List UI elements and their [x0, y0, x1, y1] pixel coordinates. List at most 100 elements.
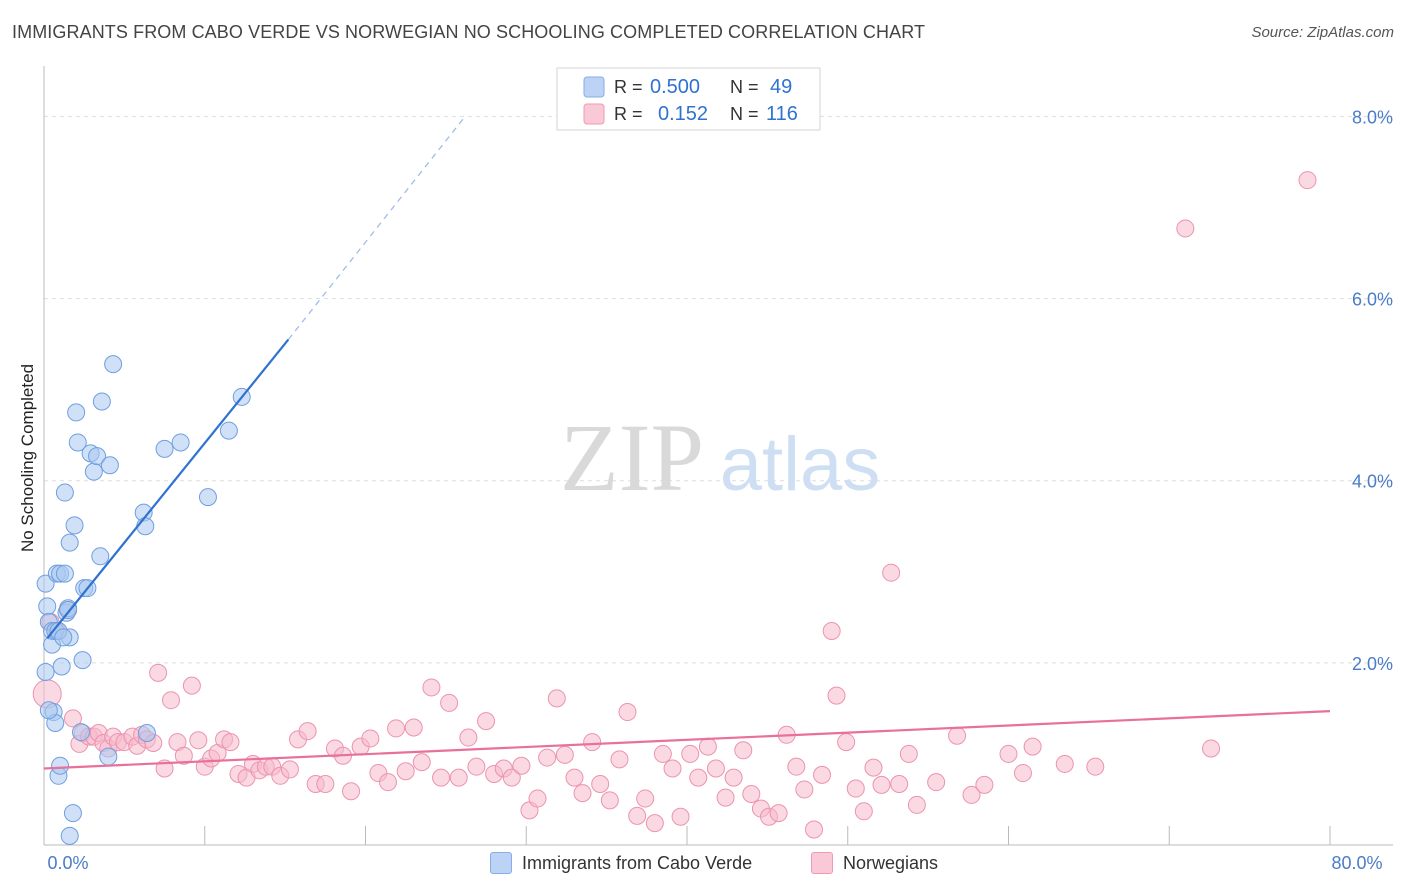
- legend-item-cabo-verde: Immigrants from Cabo Verde: [490, 852, 752, 874]
- cabo-verde-point: [92, 392, 111, 411]
- norwegian-point: [449, 768, 468, 787]
- legend-n-value-pink: 116: [766, 103, 798, 125]
- cabo-verde-point: [91, 547, 110, 566]
- norwegian-point: [600, 791, 619, 810]
- norwegian-point: [1298, 171, 1317, 190]
- norwegian-point: [663, 759, 682, 778]
- norwegian-point: [528, 789, 547, 808]
- norwegian-point: [1023, 737, 1042, 756]
- legend-swatch-blue: [583, 76, 605, 98]
- legend-r-label-blue: R =: [614, 77, 643, 97]
- norwegian-point: [63, 709, 82, 728]
- axes: [43, 66, 1393, 846]
- x-tick-label-min: 0.0%: [47, 853, 88, 873]
- norwegian-point: [795, 780, 814, 799]
- legend-swatch-norwegians: [811, 852, 833, 874]
- cabo-verde-point: [51, 756, 70, 775]
- norwegian-point: [854, 802, 873, 821]
- legend-label-norwegians: Norwegians: [843, 852, 939, 873]
- norwegian-point: [298, 722, 317, 741]
- bottom-legend: Immigrants from Cabo Verde Norwegians: [0, 850, 1406, 880]
- norwegian-point: [1202, 739, 1221, 758]
- norwegian-point: [628, 806, 647, 825]
- norwegian-point: [724, 768, 743, 787]
- norwegian-point: [618, 703, 637, 722]
- y-tick-label: 4.0%: [1352, 472, 1393, 492]
- norwegian-point: [422, 678, 441, 697]
- norwegian-point: [573, 784, 592, 803]
- cabo-verde-point: [39, 701, 58, 720]
- norwegian-point: [591, 774, 610, 793]
- norwegian-point: [742, 785, 761, 803]
- norwegian-point: [538, 748, 557, 767]
- norwegian-point: [502, 768, 521, 787]
- norwegian-point: [846, 779, 865, 798]
- norwegian-point: [837, 733, 856, 752]
- norwegian-point: [432, 768, 451, 787]
- norwegian-point: [149, 663, 168, 682]
- norwegian-point: [404, 718, 423, 737]
- norwegian-point: [555, 745, 574, 764]
- norwegian-point: [907, 795, 926, 814]
- cabo-verde-point: [104, 355, 123, 374]
- norwegian-point: [899, 744, 918, 763]
- cabo-verde-point: [38, 597, 57, 616]
- trend-lines: [43, 116, 1331, 770]
- watermark: ZIP atlas: [560, 404, 880, 511]
- norwegian-point: [1176, 219, 1195, 238]
- legend-r-value-pink: 0.152: [658, 103, 708, 125]
- norwegian-point: [671, 807, 690, 826]
- norwegian-point: [459, 728, 478, 747]
- norwegian-point: [1086, 757, 1105, 776]
- norwegian-point: [882, 563, 901, 582]
- legend-r-value-blue: 0.500: [650, 76, 700, 98]
- norwegian-point: [698, 737, 717, 756]
- norwegian-point: [512, 756, 531, 775]
- cabo-verde-point: [73, 651, 92, 670]
- norwegian-point: [734, 741, 753, 760]
- norwegian-point: [174, 746, 193, 765]
- cabo-verde-point: [71, 723, 90, 742]
- legend-n-label-blue: N =: [730, 77, 759, 97]
- cabo-verde-point: [65, 516, 84, 535]
- cabo-verde-point: [88, 447, 107, 466]
- norwegian-point: [645, 814, 664, 833]
- cabo-verde-point: [198, 488, 217, 507]
- cabo-verde-point: [137, 723, 156, 742]
- cabo-verde-point: [155, 439, 174, 458]
- cabo-verde-point: [68, 433, 87, 452]
- norwegian-point: [962, 785, 981, 804]
- norwegian-point: [583, 733, 602, 752]
- cabo-verde-point: [60, 533, 79, 552]
- norwegian-point: [610, 750, 629, 769]
- y-tick-label: 6.0%: [1352, 290, 1393, 310]
- norwegian-point: [182, 676, 201, 695]
- norwegians-trend-line: [43, 710, 1331, 770]
- norwegian-point: [387, 719, 406, 738]
- norwegian-point: [769, 804, 788, 823]
- cabo-verde-point: [60, 826, 79, 845]
- cabo-verde-point: [55, 483, 74, 502]
- cabo-verde-point: [63, 804, 82, 823]
- norwegian-point: [189, 731, 208, 750]
- norwegian-point: [467, 757, 486, 776]
- y-tick-label: 2.0%: [1352, 654, 1393, 674]
- norwegian-point: [361, 729, 380, 748]
- norwegian-point: [221, 733, 240, 752]
- norwegian-point: [547, 689, 566, 708]
- watermark-atlas: atlas: [720, 422, 881, 507]
- norwegian-point: [927, 773, 946, 792]
- norwegian-point: [161, 691, 180, 710]
- y-tick-label: 8.0%: [1352, 107, 1393, 127]
- norwegian-point: [440, 693, 459, 712]
- norwegian-point: [827, 686, 846, 705]
- cabo-verde-points: [36, 355, 251, 845]
- watermark-zip: ZIP: [560, 404, 704, 511]
- legend-item-norwegians: Norwegians: [811, 852, 938, 874]
- legend-label-cabo-verde: Immigrants from Cabo Verde: [522, 852, 753, 873]
- norwegian-point: [1013, 764, 1032, 783]
- norwegian-point: [1055, 754, 1074, 773]
- cabo-verde-point: [100, 456, 119, 475]
- norwegian-point: [280, 760, 299, 779]
